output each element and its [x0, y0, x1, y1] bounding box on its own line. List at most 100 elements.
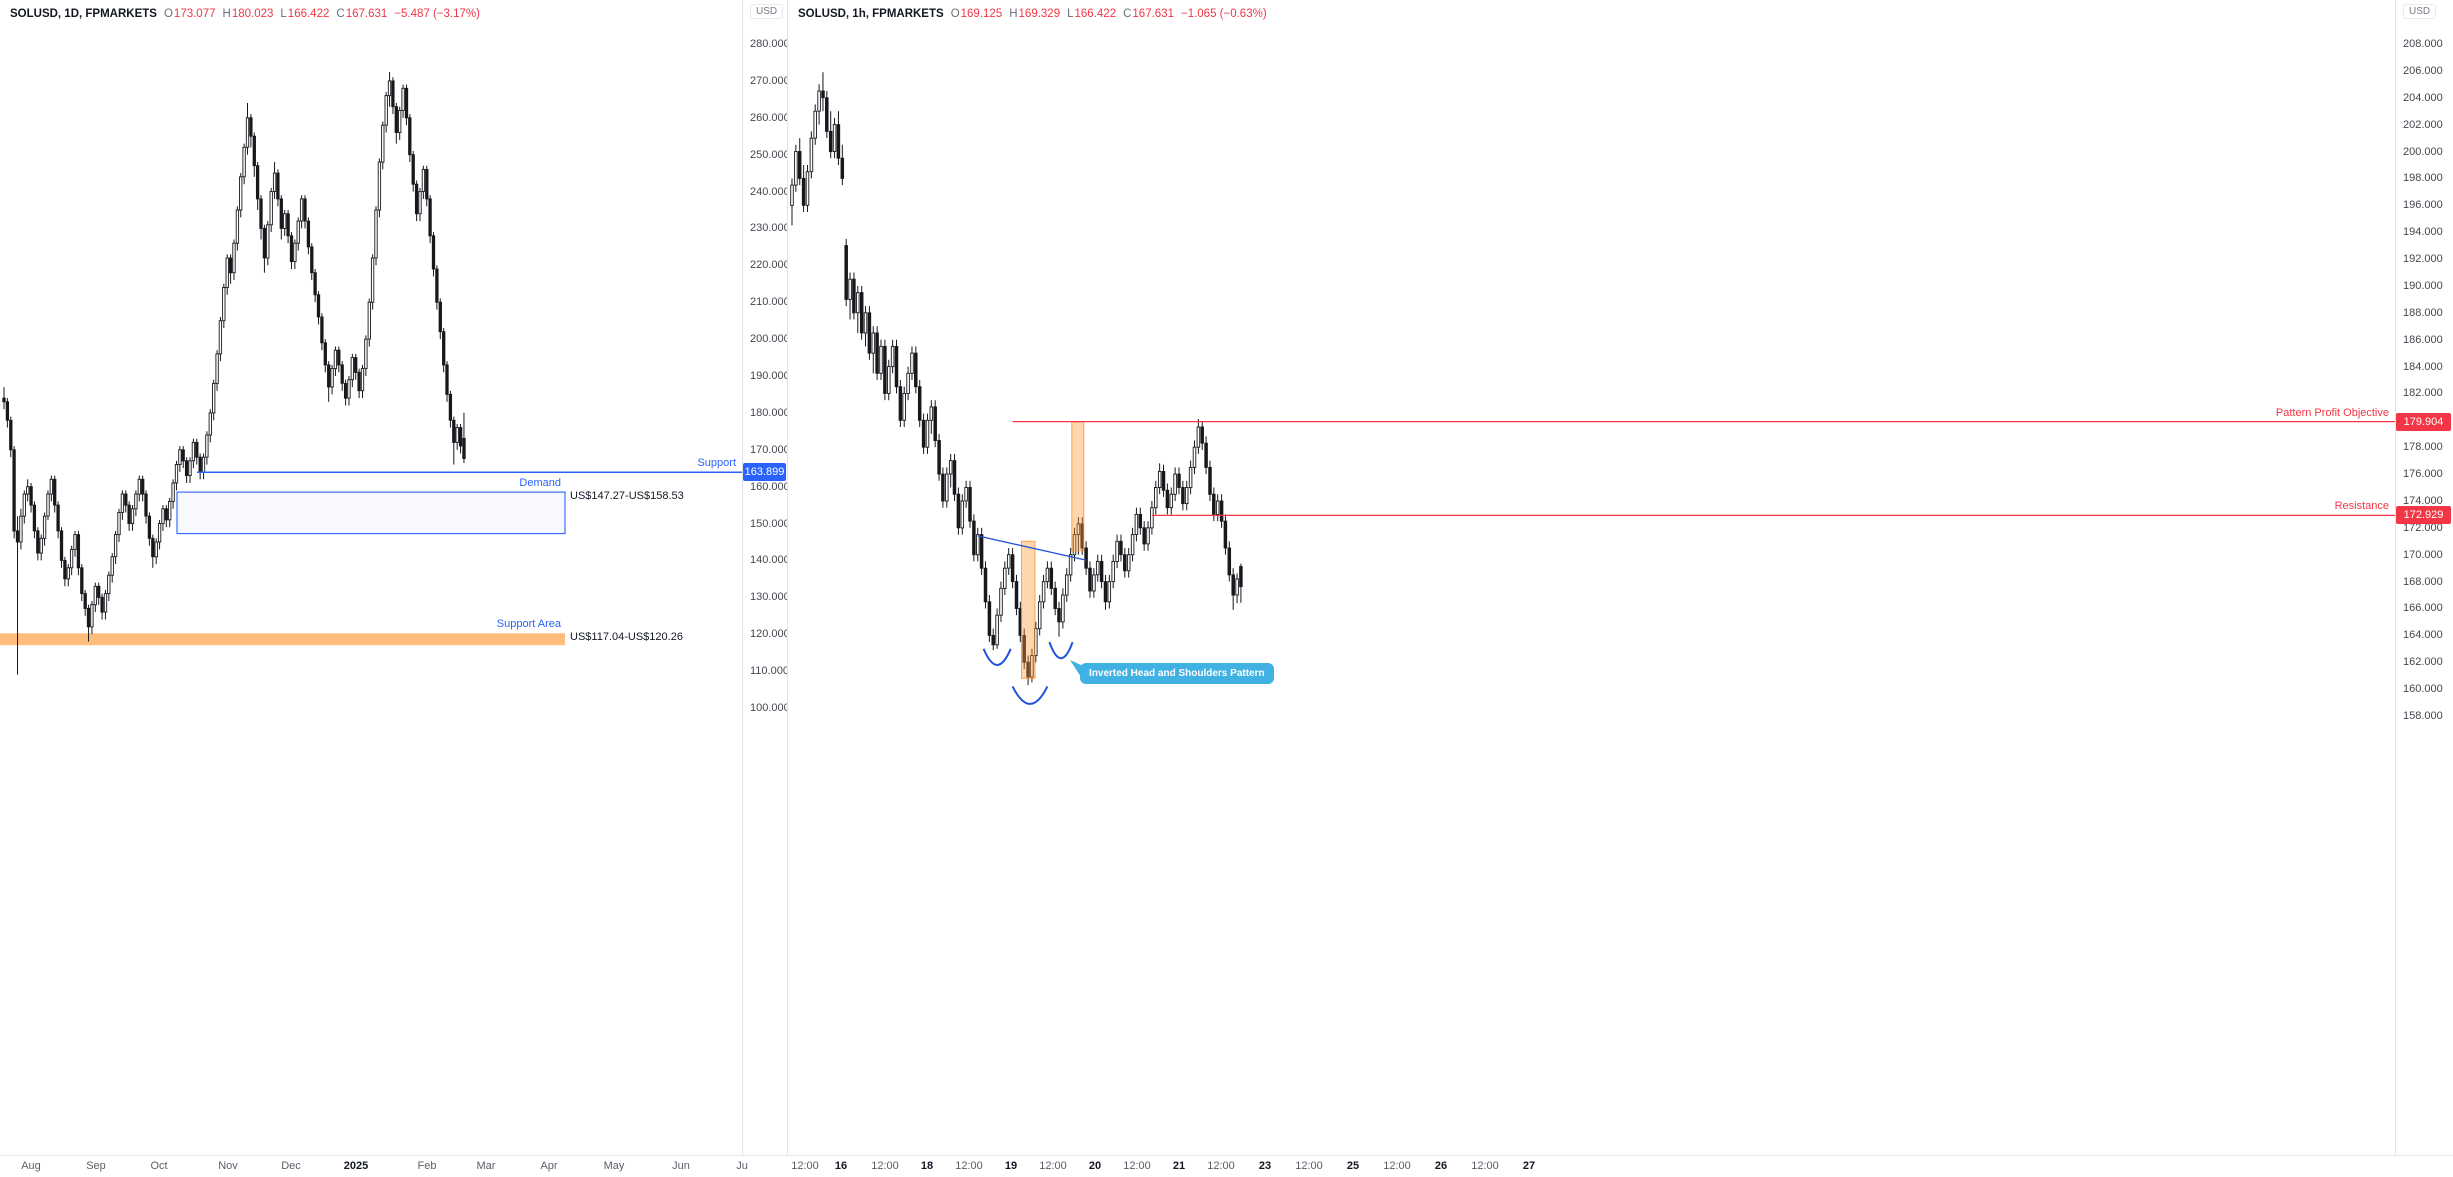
price-tick-label: 220.000 [750, 259, 787, 272]
candle-body [987, 601, 992, 636]
candle-body [1154, 487, 1158, 509]
candle-body [184, 460, 189, 477]
candle-body [360, 368, 365, 392]
price-tick-label: 210.000 [750, 296, 787, 309]
candle-body [848, 278, 852, 300]
candle-body [941, 473, 945, 502]
pattern-arc[interactable] [1011, 685, 1049, 705]
chart-canvas-hourly[interactable] [788, 0, 2395, 1155]
price-tick-label: 168.000 [2403, 575, 2443, 588]
candle-body [381, 124, 385, 163]
chart-canvas-daily[interactable] [0, 0, 742, 1155]
support-area-label[interactable]: Support Area [496, 618, 561, 631]
candle-body [56, 504, 60, 532]
support-area-band[interactable] [0, 633, 565, 646]
candle-body [871, 332, 876, 354]
time-tick-label: Feb [417, 1160, 437, 1172]
price-tick-label: 170.000 [750, 443, 787, 456]
candle-body [1076, 523, 1081, 536]
price-tick-label: 240.000 [750, 185, 787, 198]
chart-pane-daily[interactable]: SOLUSD, 1D, FPMARKETS O173.077 H180.023 L16… [0, 0, 787, 1155]
candle-body [1045, 567, 1050, 583]
demand-zone-fill [177, 492, 565, 534]
candle-body [19, 515, 23, 543]
time-tick-label: 12:00 [1471, 1160, 1499, 1172]
support-line-label[interactable]: Support [697, 457, 736, 470]
symbol-title[interactable]: SOLUSD, 1h, FPMARKETS [798, 8, 944, 20]
pattern-arc[interactable] [1048, 641, 1074, 660]
currency-label-hourly[interactable]: USD [2403, 4, 2437, 19]
demand-zone-border[interactable] [176, 491, 566, 535]
candle-body [1146, 527, 1150, 545]
ohlc-readout: O169.125 H169.329 L166.422 C167.631 −1.065 (… [944, 8, 1267, 20]
candle-body [330, 368, 334, 388]
measured-move-box[interactable] [1071, 421, 1085, 552]
candle-body [968, 487, 972, 522]
candle-body [1204, 442, 1208, 468]
candle-body [161, 508, 165, 525]
price-tick-label: 160.000 [2403, 683, 2443, 696]
price-tick-label: 192.000 [2403, 253, 2443, 266]
candle-body [289, 235, 294, 263]
ohlc-value: 173.077 [173, 8, 216, 20]
neckline[interactable] [977, 535, 1087, 561]
candle-body [452, 419, 456, 443]
time-tick-label: May [603, 1160, 625, 1172]
candle-body [805, 171, 810, 206]
candle-body [960, 500, 965, 529]
price-tick-label: 182.000 [2403, 387, 2443, 400]
candle-body [1010, 554, 1015, 583]
chart-pane-hourly[interactable]: SOLUSD, 1h, FPMARKETS O169.125 H169.329 L16… [788, 0, 2453, 1155]
candle-body [910, 352, 914, 374]
candle-body [198, 456, 202, 473]
candle-body [66, 567, 70, 580]
candle-body [1088, 567, 1092, 592]
callout-tail [1070, 660, 1081, 677]
candle-body [245, 117, 250, 148]
candle-body [249, 117, 253, 137]
candle-body [828, 130, 833, 153]
price-tick-label: 166.000 [2403, 602, 2443, 615]
candle-body [188, 460, 192, 477]
candle-body [832, 124, 837, 152]
price-tick-label: 130.000 [750, 591, 787, 604]
candle-body [225, 257, 229, 288]
price-axis-daily[interactable]: 280.000 270.000 260.000 250.000 240.000 230.0… [742, 0, 787, 1155]
candle-body [168, 500, 172, 521]
symbol-title[interactable]: SOLUSD, 1D, FPMARKETS [10, 8, 157, 20]
candle-body [147, 515, 152, 539]
price-tick-label: 174.000 [2403, 494, 2443, 507]
price-tick-label: 260.000 [750, 111, 787, 124]
pane-divider [787, 0, 788, 1155]
candle-body [852, 278, 856, 314]
time-axis[interactable]: Aug Sep Oct Nov Dec 2025 Feb Mar Apr May Jun Ju 12:0… [0, 1155, 2453, 1177]
price-tick-label: 100.000 [750, 702, 787, 714]
time-tick-label: Jun [672, 1160, 690, 1172]
candle-body [1235, 578, 1239, 596]
price-tick-label: 270.000 [750, 74, 787, 87]
candle-body [1003, 567, 1007, 589]
candle-body [1053, 587, 1057, 609]
candle-body [898, 386, 903, 421]
time-tick-label: Ju [736, 1160, 748, 1172]
profit-objective-label[interactable]: Pattern Profit Objective [2275, 406, 2389, 419]
candle-body [1006, 554, 1011, 569]
time-tick-label: 12:00 [1383, 1160, 1411, 1172]
candle-body [205, 434, 209, 458]
demand-zone-label[interactable]: Demand [519, 477, 561, 490]
candle-body [2, 397, 6, 403]
candle-body [1065, 574, 1069, 596]
price-tick-label: 188.000 [2403, 306, 2443, 319]
pattern-arc[interactable] [982, 648, 1012, 666]
time-tick-label: 23 [1258, 1160, 1272, 1172]
price-tick-label: 206.000 [2403, 64, 2443, 77]
pattern-callout[interactable]: Inverted Head and Shoulders Pattern [1080, 663, 1274, 684]
time-tick-label: 12:00 [871, 1160, 899, 1172]
currency-label-daily[interactable]: USD [750, 4, 784, 19]
resistance-label[interactable]: Resistance [2334, 500, 2389, 513]
price-axis-hourly[interactable]: 208.000 206.000 204.000 202.000 200.000 198.0… [2395, 0, 2453, 1155]
candle-body [1115, 540, 1119, 562]
time-tick-label: 27 [1522, 1160, 1536, 1172]
candle-body [178, 449, 182, 466]
measured-move-box[interactable] [1021, 540, 1036, 679]
